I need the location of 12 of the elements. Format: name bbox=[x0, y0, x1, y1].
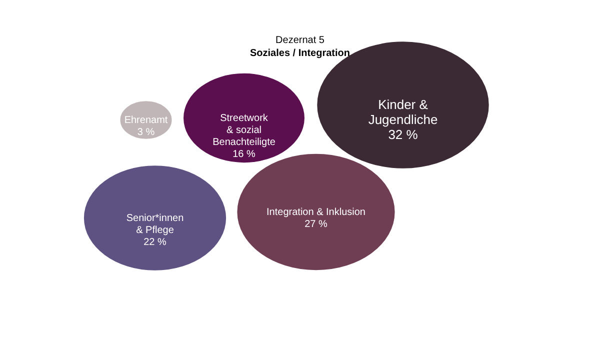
text: Dezernat 5 bbox=[276, 35, 325, 46]
data-label: 22 % bbox=[144, 237, 167, 248]
category-label: Ehrenamt bbox=[124, 115, 168, 126]
text: Soziales / Integration bbox=[250, 48, 350, 59]
data-label: 32 % bbox=[388, 127, 418, 142]
category-label: Senior*innen & Pflege bbox=[126, 213, 184, 236]
category-label: Kinder & Jugendliche bbox=[368, 97, 438, 127]
data-label: 16 % bbox=[232, 149, 256, 160]
category-label: Integration & Inklusion bbox=[266, 207, 366, 218]
data-label: 27 % bbox=[304, 219, 328, 230]
category-label: Streetwork & sozial Benachteiligte bbox=[212, 113, 276, 148]
data-label: 3 % bbox=[137, 127, 155, 138]
